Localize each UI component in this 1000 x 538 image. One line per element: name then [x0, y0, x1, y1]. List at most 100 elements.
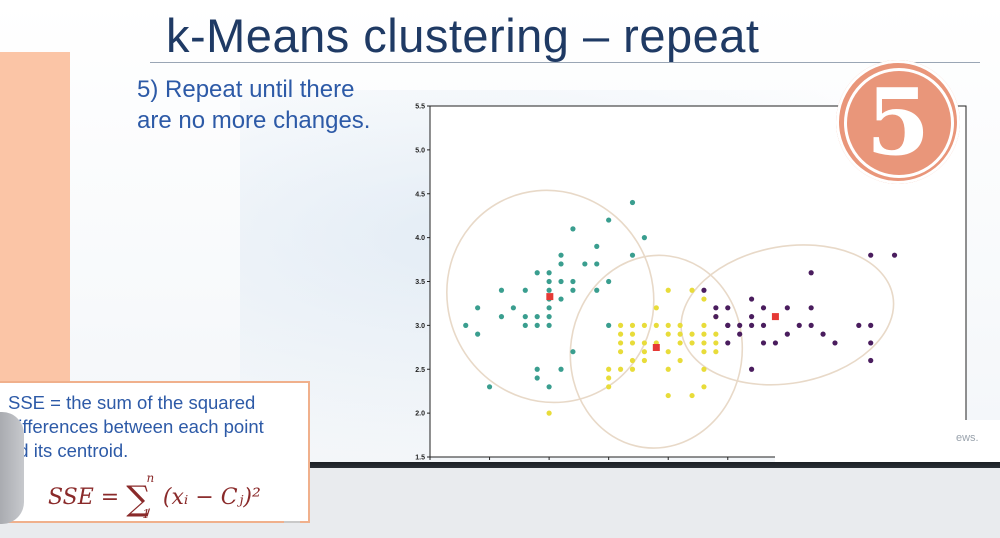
sse-line-1: SSE = the sum of the squared — [8, 392, 256, 413]
data-point-cluster-2 — [701, 349, 707, 355]
y-tick-label: 4.0 — [415, 235, 425, 242]
data-point-cluster-2 — [617, 349, 624, 355]
data-point-cluster-1 — [498, 287, 505, 293]
data-point-cluster-2 — [653, 305, 659, 311]
data-point-cluster-2 — [641, 322, 647, 328]
data-point-cluster-1 — [510, 305, 516, 311]
data-point-cluster-3 — [856, 322, 862, 328]
data-point-cluster-2 — [689, 287, 695, 293]
data-point-cluster-3 — [760, 322, 767, 328]
data-point-cluster-3 — [784, 331, 790, 337]
data-point-cluster-3 — [796, 322, 802, 328]
data-point-cluster-1 — [534, 375, 540, 381]
data-point-cluster-1 — [486, 384, 493, 390]
data-point-cluster-1 — [606, 278, 612, 285]
data-point-cluster-1 — [475, 331, 481, 337]
slide-title: k-Means clustering – repeat — [166, 9, 760, 62]
data-point-cluster-1 — [606, 322, 612, 328]
data-point-cluster-2 — [677, 340, 683, 346]
data-point-cluster-1 — [582, 261, 588, 267]
data-point-cluster-1 — [534, 366, 540, 372]
data-point-cluster-1 — [546, 314, 552, 320]
data-point-cluster-3 — [749, 314, 755, 320]
data-point-cluster-3 — [820, 331, 826, 337]
data-point-cluster-2 — [701, 340, 707, 346]
data-point-cluster-2 — [617, 322, 624, 328]
data-point-cluster-2 — [629, 357, 636, 364]
data-point-cluster-2 — [665, 322, 671, 328]
data-point-cluster-2 — [689, 331, 695, 337]
y-tick-label: 5.5 — [415, 104, 425, 111]
data-point-cluster-1 — [463, 322, 469, 328]
step-number: 5 — [865, 68, 930, 176]
sse-formula-lhs: SSE = — [48, 485, 120, 510]
data-point-cluster-3 — [891, 252, 898, 258]
data-point-cluster-2 — [677, 322, 683, 328]
step-description-line-1: 5) Repeat until there — [137, 76, 355, 103]
data-point-cluster-2 — [641, 357, 647, 364]
cluster-boundary-2 — [569, 254, 744, 449]
data-point-cluster-3 — [760, 340, 767, 346]
cluster-boundary-1 — [446, 189, 655, 404]
data-point-cluster-2 — [677, 357, 683, 364]
data-point-cluster-2 — [701, 366, 707, 372]
data-point-cluster-2 — [665, 331, 671, 337]
data-point-cluster-2 — [689, 392, 695, 399]
sum-lower-limit: 1 — [142, 507, 150, 521]
y-tick-label: 2.0 — [415, 411, 425, 418]
data-point-cluster-1 — [522, 322, 528, 328]
data-point-cluster-3 — [760, 305, 767, 311]
data-point-cluster-1 — [546, 287, 552, 293]
data-point-cluster-1 — [522, 314, 528, 320]
step-description-line-2: are no more changes. — [137, 107, 371, 134]
data-point-cluster-2 — [629, 340, 636, 346]
data-point-cluster-2 — [689, 340, 695, 346]
presenter-avatar — [0, 412, 24, 524]
data-point-cluster-1 — [558, 278, 564, 285]
sse-formula: SSE = ∑n 1 (xᵢ − Cⱼ)² — [48, 471, 261, 521]
decorative-dash — [284, 521, 300, 523]
y-tick-label: 3.0 — [415, 323, 425, 330]
centroid-marker-3 — [771, 313, 779, 321]
data-point-cluster-1 — [606, 217, 612, 223]
data-point-cluster-1 — [558, 366, 564, 372]
data-point-cluster-3 — [749, 296, 755, 302]
data-point-cluster-3 — [737, 322, 743, 328]
step-description: 5) Repeat until there are no more change… — [137, 74, 387, 136]
data-point-cluster-3 — [868, 322, 874, 328]
step-number-badge: 5 — [836, 60, 960, 184]
data-point-cluster-1 — [570, 278, 576, 285]
data-point-cluster-3 — [868, 340, 874, 346]
data-point-cluster-1 — [534, 322, 540, 328]
data-point-cluster-1 — [522, 287, 528, 293]
data-point-cluster-3 — [868, 357, 874, 364]
centroid-marker-2 — [652, 343, 660, 351]
data-point-cluster-3 — [749, 322, 755, 328]
data-point-cluster-3 — [737, 331, 743, 337]
data-point-cluster-3 — [808, 322, 814, 328]
data-point-cluster-2 — [713, 349, 719, 355]
data-point-cluster-1 — [546, 305, 552, 311]
overlay-box — [775, 420, 1000, 462]
data-point-cluster-2 — [713, 340, 719, 346]
sse-formula-rhs: (xᵢ − Cⱼ)² — [162, 485, 261, 510]
data-point-cluster-3 — [808, 270, 814, 276]
data-point-cluster-1 — [546, 278, 552, 285]
data-point-cluster-1 — [558, 252, 564, 258]
data-point-cluster-2 — [629, 322, 636, 328]
watermark: ews. — [956, 432, 979, 444]
data-point-cluster-2 — [665, 392, 671, 399]
data-point-cluster-2 — [701, 331, 707, 337]
data-point-cluster-3 — [808, 305, 814, 311]
data-point-cluster-3 — [701, 287, 707, 293]
data-point-cluster-1 — [546, 270, 552, 276]
data-point-cluster-2 — [606, 366, 612, 372]
data-point-cluster-1 — [534, 270, 540, 276]
data-point-cluster-1 — [594, 261, 600, 267]
data-point-cluster-1 — [641, 235, 647, 241]
data-point-cluster-2 — [641, 349, 647, 355]
y-tick-label: 4.5 — [415, 191, 425, 198]
data-point-cluster-2 — [713, 331, 719, 337]
data-point-cluster-3 — [749, 366, 755, 372]
y-tick-label: 5.0 — [415, 147, 425, 154]
